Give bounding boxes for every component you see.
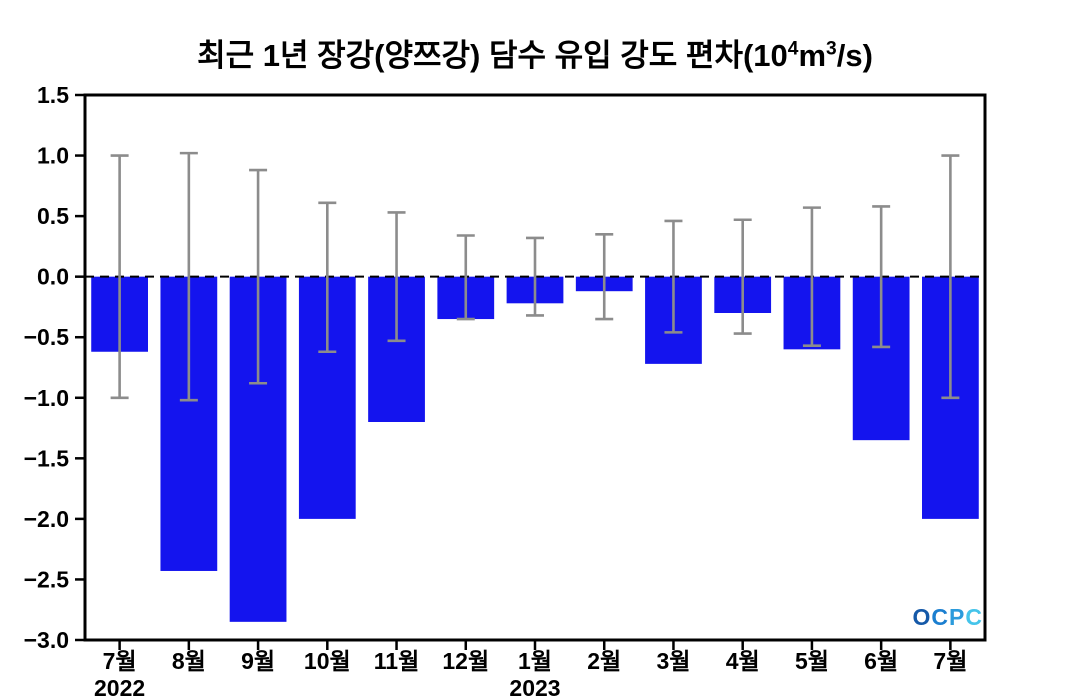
error-bar-12 [941,154,960,400]
title-superscript-3: 3 [826,38,837,60]
error-bar-0 [110,154,129,400]
x-tick-label-9: 4월 [726,648,760,674]
plot-frame [83,93,987,642]
ocpc-letter-o: O [912,604,932,630]
y-tick-label: −2.5 [24,566,70,592]
error-bar-11 [872,205,891,349]
x-tick-label-10: 5월 [795,648,829,674]
x-tick-label-3: 10월 [304,648,351,674]
ocpc-logo: OCPC [903,604,983,631]
x-tick-label-6: 1월 [518,648,552,674]
ocpc-letter-c2: C [965,604,983,630]
error-bar-3 [318,201,337,354]
y-tick-label: −0.5 [24,324,70,350]
x-tick-label-12: 7월 [933,648,967,674]
x-tick-label-8: 3월 [656,648,690,674]
title-text-prefix: 최근 1년 장강(양쯔강) 담수 유입 강도 편차(10 [197,38,788,73]
title-superscript-4: 4 [787,38,799,60]
y-tick-label: 1.5 [37,82,69,108]
error-bar-10 [802,206,821,348]
y-tick-label: −1.0 [24,385,69,411]
x-tick-label-11: 6월 [864,648,898,674]
x-tick-label-7: 2월 [587,648,621,674]
x-tick-label-1: 8월 [172,648,206,674]
y-tick-label: −1.5 [24,445,70,471]
error-bar-2 [249,168,268,385]
error-bar-5 [456,234,475,321]
x-tick-label-4: 11월 [374,648,419,674]
y-tick-label: 0.5 [37,203,69,229]
title-text-mid: m [798,38,827,73]
y-tick-label: −2.0 [24,506,69,532]
year-label-2022: 2022 [94,675,145,700]
error-bar-7 [595,232,614,321]
error-bar-8 [664,219,683,334]
y-tick-label: 1.0 [37,143,69,169]
x-tick-label-0: 7월 [103,648,137,674]
page-title: 최근 1년 장강(양쯔강) 담수 유입 강도 편차(104m3/s) [0,30,1070,75]
year-label-2023: 2023 [509,675,560,700]
y-tick-label: 0.0 [37,264,69,290]
x-tick-label-2: 9월 [241,648,275,674]
error-bar-9 [733,218,752,335]
title-text-suffix: /s) [836,38,873,73]
error-bar-6 [526,236,544,317]
ocpc-letter-p: P [949,604,966,630]
ocpc-letter-c1: C [931,604,950,630]
error-bar-4 [387,211,406,343]
x-tick-label-5: 12월 [442,648,489,674]
y-tick-label: −3.0 [24,627,69,653]
error-bar-1 [179,151,198,402]
